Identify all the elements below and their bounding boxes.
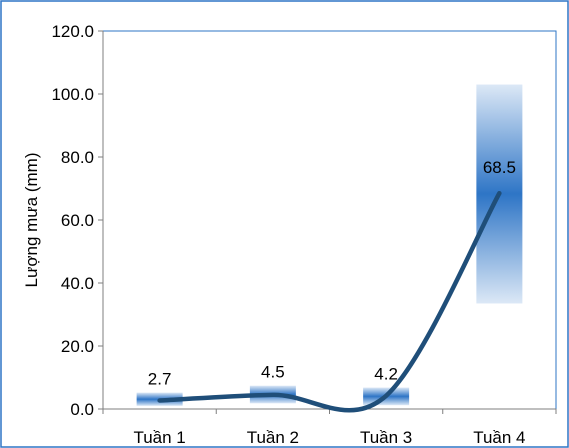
x-tick-label: Tuần 1 [133, 428, 185, 447]
data-label: 4.5 [261, 363, 285, 382]
y-tick-label: 40.0 [61, 274, 94, 293]
data-label: 68.5 [483, 158, 516, 177]
y-tick-label: 120.0 [51, 22, 94, 41]
y-tick-label: 60.0 [61, 211, 94, 230]
y-tick-label: 20.0 [61, 337, 94, 356]
x-tick-label: Tuần 3 [360, 428, 412, 447]
y-tick-label: 80.0 [61, 148, 94, 167]
data-label: 2.7 [148, 370, 172, 389]
y-tick-label: 0.0 [70, 400, 94, 419]
y-tick-label: 100.0 [51, 85, 94, 104]
rainfall-series-line [157, 190, 502, 413]
x-tick-label: Tuần 4 [473, 428, 525, 447]
y-axis-title: Lượng mưa (mm) [22, 153, 41, 288]
x-tick-label: Tuần 2 [247, 428, 299, 447]
data-label: 4.2 [374, 365, 398, 384]
